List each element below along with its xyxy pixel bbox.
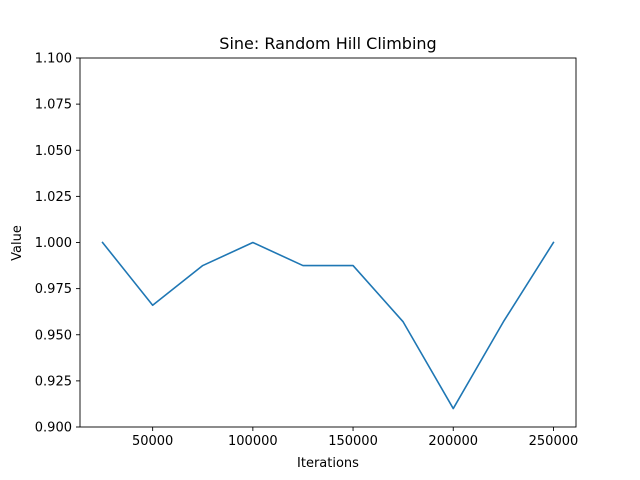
y-tick-label: 1.075 xyxy=(35,98,72,113)
y-tick-label: 1.025 xyxy=(35,190,72,205)
y-tick-label: 0.950 xyxy=(35,328,72,343)
x-axis: 50000 100000 150000 200000 250000 xyxy=(132,427,578,449)
y-tick-label: 0.900 xyxy=(35,421,72,436)
x-tick-label: 150000 xyxy=(328,434,378,449)
x-tick-label: 200000 xyxy=(428,434,478,449)
x-tick-label: 50000 xyxy=(132,434,173,449)
x-tick-label: 250000 xyxy=(529,434,579,449)
x-axis-label: Iterations xyxy=(297,456,359,471)
y-tick-label: 1.100 xyxy=(35,52,72,67)
y-axis: 0.900 0.925 0.950 0.975 1.000 1.025 1.050 1.075… xyxy=(35,52,80,436)
x-tick-label: 100000 xyxy=(228,434,278,449)
y-tick-label: 0.975 xyxy=(35,282,72,297)
chart-title: Sine: Random Hill Climbing xyxy=(219,34,436,53)
y-tick-label: 1.000 xyxy=(35,236,72,251)
y-tick-label: 1.050 xyxy=(35,144,72,159)
y-tick-label: 0.925 xyxy=(35,374,72,389)
series-line xyxy=(101,241,555,410)
y-axis-label: Value xyxy=(10,225,25,261)
